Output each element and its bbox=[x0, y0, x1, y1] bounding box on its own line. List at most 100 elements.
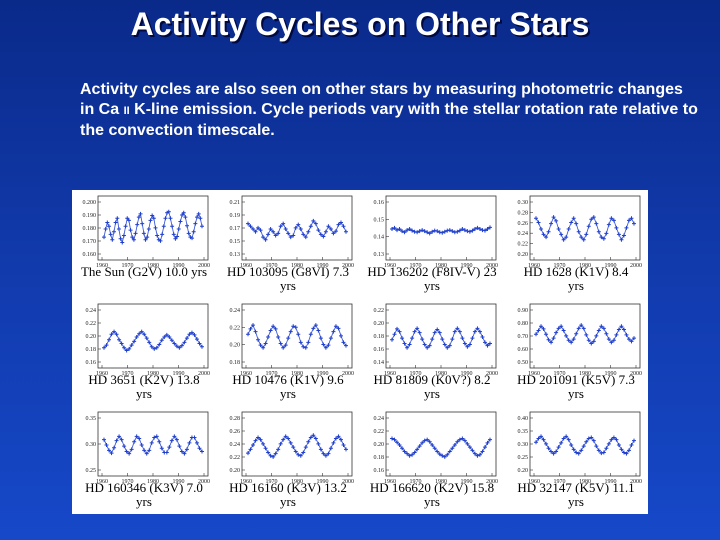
y-tick-label: 0.20 bbox=[374, 442, 385, 448]
y-tick-label: 0.22 bbox=[518, 242, 529, 248]
y-tick-label: 0.26 bbox=[230, 429, 241, 435]
x-tick-label: 1980 bbox=[579, 263, 591, 269]
data-point bbox=[632, 438, 636, 443]
x-tick-label: 1980 bbox=[291, 263, 303, 269]
panel-caption-unit: yrs bbox=[280, 386, 296, 401]
y-tick-label: 0.80 bbox=[518, 321, 529, 327]
y-tick-label: 0.60 bbox=[518, 347, 529, 353]
panel-caption-unit: yrs bbox=[568, 386, 584, 401]
star-panel: 0.22 0.20 0.18 0.16 0.14 1960 1970 1980 1990 2000… bbox=[360, 298, 504, 406]
y-tick-label: 0.20 bbox=[230, 468, 241, 474]
panel-caption: HD 81809 (K0V?) 8.2 bbox=[373, 372, 491, 387]
series-line bbox=[391, 437, 491, 458]
y-tick-label: 0.30 bbox=[518, 200, 529, 206]
x-tick-label: 1990 bbox=[461, 479, 473, 485]
slide-description: Activity cycles are also seen on other s… bbox=[80, 80, 700, 141]
panel-caption-unit: yrs bbox=[280, 494, 296, 509]
series-line bbox=[247, 324, 347, 349]
x-tick-label: 1990 bbox=[173, 479, 185, 485]
y-tick-label: 0.20 bbox=[230, 343, 241, 349]
x-tick-label: 1990 bbox=[605, 371, 617, 377]
description-text-before: Activity cycles are also seen on other s… bbox=[80, 81, 683, 118]
data-point bbox=[390, 337, 394, 342]
star-panel: 0.30 0.28 0.26 0.24 0.22 0.20 1960 1970 1980 1990… bbox=[504, 190, 648, 298]
y-tick-label: 0.40 bbox=[518, 416, 529, 422]
x-tick-label: 1960 bbox=[528, 371, 540, 377]
x-tick-label: 1980 bbox=[435, 263, 447, 269]
panel-caption-unit: yrs bbox=[568, 494, 584, 509]
series-line bbox=[103, 330, 203, 352]
x-tick-label: 1960 bbox=[240, 263, 252, 269]
series-line bbox=[103, 210, 203, 244]
y-tick-label: 0.18 bbox=[86, 347, 97, 353]
y-tick-label: 0.18 bbox=[230, 360, 241, 366]
y-tick-label: 0.24 bbox=[230, 442, 241, 448]
activity-plot: 0.21 0.19 0.17 0.15 0.13 1960 1970 1980 1990 2000 bbox=[230, 195, 354, 269]
panel-caption: HD 166620 (K2V) 15.8 bbox=[369, 480, 495, 495]
activity-plot: 0.40 0.35 0.30 0.25 0.20 1960 1970 1980 1990 2000 bbox=[518, 411, 642, 485]
panel-caption-unit: yrs bbox=[136, 386, 152, 401]
star-panel: 0.16 0.15 0.14 0.13 1960 1970 1980 1990 2000 HD 1… bbox=[360, 190, 504, 298]
star-panel: 0.24 0.22 0.20 0.18 0.16 1960 1970 1980 1990 2000… bbox=[360, 406, 504, 514]
x-tick-label: 1980 bbox=[291, 479, 303, 485]
y-tick-label: 0.35 bbox=[518, 429, 529, 435]
series-line bbox=[391, 227, 491, 234]
x-tick-label: 1980 bbox=[435, 479, 447, 485]
y-tick-label: 0.20 bbox=[86, 334, 97, 340]
series-line bbox=[535, 216, 635, 241]
y-tick-label: 0.16 bbox=[374, 347, 385, 353]
x-tick-label: 1960 bbox=[384, 263, 396, 269]
activity-plot: 0.24 0.22 0.20 0.18 1960 1970 1980 1990 2000 bbox=[230, 303, 354, 377]
y-tick-label: 0.190 bbox=[83, 213, 97, 219]
x-tick-label: 1970 bbox=[554, 263, 566, 269]
y-tick-label: 0.20 bbox=[518, 468, 529, 474]
panel-caption: HD 103095 (G8VI) 7.3 bbox=[226, 264, 350, 279]
y-tick-label: 0.28 bbox=[230, 416, 241, 422]
data-point bbox=[246, 451, 250, 456]
x-tick-label: 1970 bbox=[410, 263, 422, 269]
y-tick-label: 0.200 bbox=[83, 200, 97, 206]
description-text-after: K-line emission. Cycle periods vary with… bbox=[80, 101, 698, 139]
activity-plot: 0.16 0.15 0.14 0.13 1960 1970 1980 1990 2000 bbox=[374, 195, 498, 269]
series-line bbox=[391, 327, 491, 349]
y-tick-label: 0.20 bbox=[374, 321, 385, 327]
y-tick-label: 0.13 bbox=[374, 252, 385, 258]
x-tick-label: 2000 bbox=[630, 263, 642, 269]
y-tick-label: 0.160 bbox=[83, 252, 97, 258]
plot-frame bbox=[97, 411, 209, 477]
y-tick-label: 0.22 bbox=[230, 455, 241, 461]
plot-frame bbox=[97, 303, 209, 369]
activity-plot: 0.30 0.28 0.26 0.24 0.22 0.20 1960 1970 1980 1990… bbox=[518, 195, 642, 269]
x-tick-label: 2000 bbox=[342, 479, 354, 485]
y-tick-label: 0.24 bbox=[518, 231, 529, 237]
x-tick-label: 1960 bbox=[384, 371, 396, 377]
panel-caption: HD 160346 (K3V) 7.0 bbox=[85, 480, 203, 495]
panel-caption: HD 32147 (K5V) 11.1 bbox=[517, 480, 635, 495]
data-point bbox=[488, 225, 492, 230]
x-tick-label: 2000 bbox=[630, 371, 642, 377]
y-tick-label: 0.16 bbox=[86, 360, 97, 366]
x-tick-label: 1980 bbox=[147, 479, 159, 485]
activity-plot: 0.90 0.80 0.70 0.60 0.50 1960 1970 1980 1990 2000 bbox=[518, 303, 642, 377]
series-line bbox=[247, 220, 347, 241]
y-tick-label: 0.15 bbox=[230, 239, 241, 245]
slide-title: Activity Cycles on Other Stars bbox=[130, 6, 590, 42]
panel-caption-unit: yrs bbox=[568, 278, 584, 293]
x-tick-label: 1980 bbox=[579, 371, 591, 377]
activity-plot: 0.35 0.30 0.25 1960 1970 1980 1990 2000 bbox=[86, 411, 210, 485]
description-roman-numeral: II bbox=[123, 105, 130, 117]
activity-plot: 0.28 0.26 0.24 0.22 0.20 1960 1970 1980 1990 2000 bbox=[230, 411, 354, 485]
y-tick-label: 0.25 bbox=[518, 455, 529, 461]
panel-caption: HD 3651 (K2V) 13.8 bbox=[88, 372, 200, 387]
star-panel: 0.24 0.22 0.20 0.18 1960 1970 1980 1990 2000 HD 1… bbox=[216, 298, 360, 406]
x-tick-label: 1970 bbox=[554, 371, 566, 377]
y-tick-label: 0.22 bbox=[86, 321, 97, 327]
x-tick-label: 1980 bbox=[435, 371, 447, 377]
panel-caption-unit: yrs bbox=[136, 494, 152, 509]
y-tick-label: 0.14 bbox=[374, 235, 385, 241]
star-panel: 0.21 0.19 0.17 0.15 0.13 1960 1970 1980 1990 2000… bbox=[216, 190, 360, 298]
panel-caption-unit: yrs bbox=[424, 386, 440, 401]
y-tick-label: 0.22 bbox=[374, 308, 385, 314]
activity-plot: 0.24 0.22 0.20 0.18 0.16 1960 1970 1980 1990 2000 bbox=[374, 411, 498, 485]
y-tick-label: 0.24 bbox=[230, 308, 241, 314]
